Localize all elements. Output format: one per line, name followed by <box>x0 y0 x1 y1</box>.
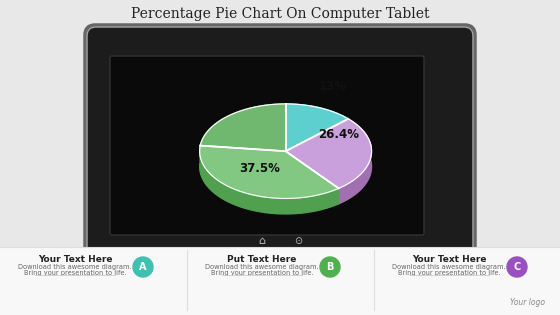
Text: B: B <box>326 262 334 272</box>
Polygon shape <box>200 146 339 198</box>
Text: 37.5%: 37.5% <box>239 162 280 175</box>
Polygon shape <box>286 104 348 151</box>
Text: 26.4%: 26.4% <box>319 128 360 140</box>
Text: Your logo: Your logo <box>511 298 545 307</box>
Text: 13%: 13% <box>319 80 347 93</box>
Text: Bring your presentation to life.: Bring your presentation to life. <box>398 270 500 276</box>
Polygon shape <box>200 146 339 214</box>
Circle shape <box>507 257 527 277</box>
Circle shape <box>133 257 153 277</box>
Text: A: A <box>139 262 147 272</box>
Text: Put Text Here: Put Text Here <box>227 255 297 264</box>
Text: Download this awesome diagram.: Download this awesome diagram. <box>205 264 319 270</box>
Polygon shape <box>286 104 348 134</box>
Text: Bring your presentation to life.: Bring your presentation to life. <box>24 270 127 276</box>
Text: Download this awesome diagram.: Download this awesome diagram. <box>392 264 506 270</box>
FancyBboxPatch shape <box>0 247 560 315</box>
Ellipse shape <box>92 242 472 264</box>
Text: Your Text Here: Your Text Here <box>412 255 486 264</box>
Polygon shape <box>286 119 371 188</box>
FancyBboxPatch shape <box>85 25 475 260</box>
Polygon shape <box>200 104 286 161</box>
Text: Percentage Pie Chart On Computer Tablet: Percentage Pie Chart On Computer Tablet <box>130 7 430 21</box>
FancyBboxPatch shape <box>110 56 424 235</box>
Text: Your Text Here: Your Text Here <box>38 255 112 264</box>
Text: ⌂: ⌂ <box>258 236 265 246</box>
Text: ⊙: ⊙ <box>294 236 302 246</box>
Polygon shape <box>200 104 286 151</box>
Text: C: C <box>514 262 521 272</box>
Text: Download this awesome diagram.: Download this awesome diagram. <box>18 264 132 270</box>
Circle shape <box>320 257 340 277</box>
Text: Bring your presentation to life.: Bring your presentation to life. <box>211 270 313 276</box>
Polygon shape <box>339 119 371 204</box>
